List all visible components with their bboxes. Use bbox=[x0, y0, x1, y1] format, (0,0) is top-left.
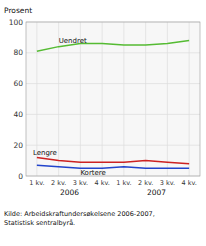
chart: 0 20 40 60 80 100 1 kv. 2 kv. 3 kv. 4 kv. 1 kv. 2 k… bbox=[0, 0, 206, 246]
grid-line bbox=[26, 145, 200, 146]
x-tick-label: 4 kv. bbox=[94, 179, 109, 187]
grid-line bbox=[26, 114, 200, 115]
series-line bbox=[37, 158, 189, 164]
grid-line bbox=[189, 22, 190, 176]
x-group-label: 2007 bbox=[147, 188, 166, 197]
grid-line bbox=[102, 22, 103, 176]
series-label: Uendret bbox=[59, 37, 87, 45]
chart-container: 0 20 40 60 80 100 1 kv. 2 kv. 3 kv. 4 kv. 1 kv. 2 k… bbox=[0, 0, 206, 246]
y-tick-label: 0 bbox=[18, 172, 23, 181]
x-tick-label: 3 kv. bbox=[160, 179, 175, 187]
x-tick-label: 2 kv. bbox=[51, 179, 66, 187]
series-group bbox=[37, 40, 189, 168]
x-tick-label: 1 kv. bbox=[116, 179, 131, 187]
y-tick-label: 20 bbox=[13, 141, 23, 150]
series-line bbox=[37, 165, 189, 168]
grid-line bbox=[80, 22, 81, 176]
y-tick-label: 40 bbox=[13, 110, 23, 119]
y-tick-label: 60 bbox=[13, 79, 23, 88]
grid-line bbox=[167, 22, 168, 176]
x-tick-label: 4 kv. bbox=[181, 179, 196, 187]
grid-line bbox=[58, 22, 59, 176]
y-tick-label: 80 bbox=[13, 48, 23, 57]
x-group-label: 2006 bbox=[60, 188, 79, 197]
y-axis-label: Prosent bbox=[4, 6, 32, 15]
series-label: Kortere bbox=[80, 169, 105, 177]
plot-frame bbox=[26, 22, 200, 176]
x-tick-label: 2 kv. bbox=[138, 179, 153, 187]
x-tick-label: 1 kv. bbox=[29, 179, 44, 187]
y-tick-label: 100 bbox=[9, 18, 24, 27]
plot-area bbox=[26, 22, 200, 176]
source-note: Kilde: Arbeidskraftundersøkelsene 2006-2… bbox=[4, 210, 155, 227]
grid-line bbox=[26, 52, 200, 53]
grid-line bbox=[26, 83, 200, 84]
series-label: Lengre bbox=[33, 149, 57, 157]
x-tick-label: 3 kv. bbox=[73, 179, 88, 187]
